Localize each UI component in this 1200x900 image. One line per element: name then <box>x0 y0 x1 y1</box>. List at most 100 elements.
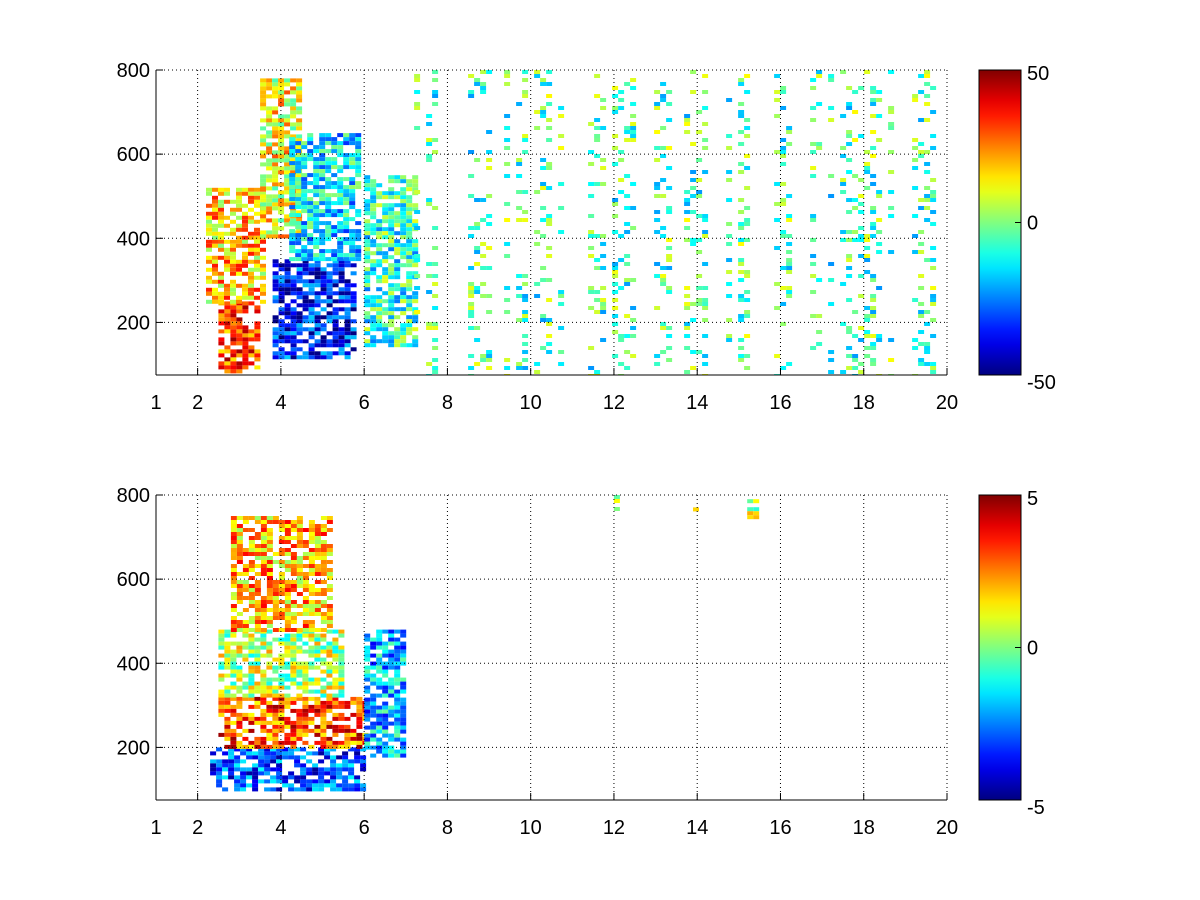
heatmap-cell <box>348 787 355 792</box>
heatmap-cell <box>278 528 285 532</box>
heatmap-cell <box>290 628 297 632</box>
heatmap-cell <box>350 700 357 705</box>
heatmap-cell <box>336 771 343 776</box>
heatmap-cell <box>774 218 781 222</box>
heatmap-cell <box>370 271 377 276</box>
heatmap-cell <box>924 186 931 190</box>
heatmap-cell <box>218 341 225 346</box>
heatmap-cell <box>296 685 303 690</box>
heatmap-cell <box>230 708 237 713</box>
heatmap-cell <box>684 294 691 298</box>
heatmap-cell <box>864 166 871 170</box>
heatmap-cell <box>400 219 407 224</box>
heatmap-cell <box>296 540 303 544</box>
heatmap-cell <box>406 215 413 220</box>
heatmap-cell <box>319 149 326 154</box>
heatmap-cell <box>852 310 859 314</box>
x-tick-label: 4 <box>275 392 286 414</box>
heatmap-cell <box>236 227 242 232</box>
heatmap-cell <box>364 255 371 260</box>
heatmap-cell <box>254 275 260 280</box>
heatmap-cell <box>612 270 619 274</box>
heatmap-cell <box>852 138 859 142</box>
heatmap-cell <box>870 334 877 338</box>
heatmap-cell <box>314 291 321 296</box>
heatmap-cell <box>828 350 835 354</box>
heatmap-cell <box>300 775 307 780</box>
heatmap-cell <box>242 685 249 690</box>
heatmap-cell <box>236 325 243 330</box>
heatmap-cell <box>296 637 303 642</box>
heatmap-cell <box>342 779 349 784</box>
heatmap-cell <box>364 645 371 650</box>
heatmap-cell <box>684 286 691 290</box>
heatmap-cell <box>295 185 302 190</box>
heatmap-cell <box>414 74 421 78</box>
heatmap-cell <box>224 641 231 646</box>
x-tick-label: 6 <box>359 392 370 414</box>
heatmap-cell <box>702 138 709 142</box>
heatmap-cell <box>320 661 327 666</box>
heatmap-cell <box>320 548 327 552</box>
heatmap-cell <box>266 704 273 709</box>
heatmap-cell <box>412 203 419 208</box>
heatmap-cell <box>289 213 296 218</box>
heatmap-cell <box>774 354 781 358</box>
heatmap-cell <box>236 580 243 584</box>
heatmap-cell <box>432 78 439 82</box>
heatmap-cell <box>284 700 291 705</box>
heatmap-cell <box>370 327 377 332</box>
heatmap-cell <box>864 314 871 318</box>
heatmap-cell <box>248 329 255 334</box>
heatmap-cell <box>400 713 407 718</box>
heatmap-cell <box>364 239 371 244</box>
heatmap-cell <box>290 649 297 654</box>
heatmap-cell <box>314 653 321 658</box>
heatmap-cell <box>534 294 541 298</box>
heatmap-cell <box>318 787 325 792</box>
heatmap-cell <box>343 153 350 158</box>
heatmap-cell <box>272 142 279 147</box>
heatmap-cell <box>224 325 231 330</box>
heatmap-cell <box>738 114 745 118</box>
heatmap-cell <box>382 701 389 706</box>
heatmap-cell <box>326 629 333 634</box>
heatmap-cell <box>302 351 309 356</box>
heatmap-cell <box>302 588 309 592</box>
heatmap-cell <box>272 295 279 300</box>
heatmap-cell <box>272 685 279 690</box>
heatmap-cell <box>248 669 255 674</box>
heatmap-cell <box>726 270 733 274</box>
heatmap-cell <box>296 122 303 127</box>
heatmap-cell <box>252 751 259 756</box>
heatmap-cell <box>296 736 303 741</box>
heatmap-cell <box>326 681 333 686</box>
heatmap-cell <box>230 576 237 580</box>
heatmap-cell <box>876 218 883 222</box>
heatmap-cell <box>236 620 243 624</box>
heatmap-cell <box>319 221 326 226</box>
heatmap-cell <box>406 331 413 336</box>
heatmap-cell <box>319 185 326 190</box>
heatmap-cell <box>242 673 249 678</box>
heatmap-cell <box>388 709 395 714</box>
heatmap-cell <box>230 211 236 216</box>
heatmap-cell <box>356 712 363 717</box>
colorbar-tick-label: 0 <box>1027 213 1038 235</box>
heatmap-cell <box>400 295 407 300</box>
heatmap-cell <box>349 205 356 210</box>
heatmap-cell <box>212 239 218 244</box>
heatmap-cell <box>319 173 326 178</box>
heatmap-cell <box>230 239 236 244</box>
heatmap-cell <box>331 201 338 206</box>
heatmap-cell <box>258 779 265 784</box>
heatmap-cell <box>307 257 314 262</box>
heatmap-cell <box>296 86 303 91</box>
heatmap-cell <box>236 665 243 670</box>
heatmap-cell <box>290 351 297 356</box>
heatmap-cell <box>468 282 475 286</box>
heatmap-cell <box>912 98 919 102</box>
heatmap-cell <box>230 572 237 576</box>
heatmap-cell <box>325 157 332 162</box>
heatmap-cell <box>266 588 273 592</box>
